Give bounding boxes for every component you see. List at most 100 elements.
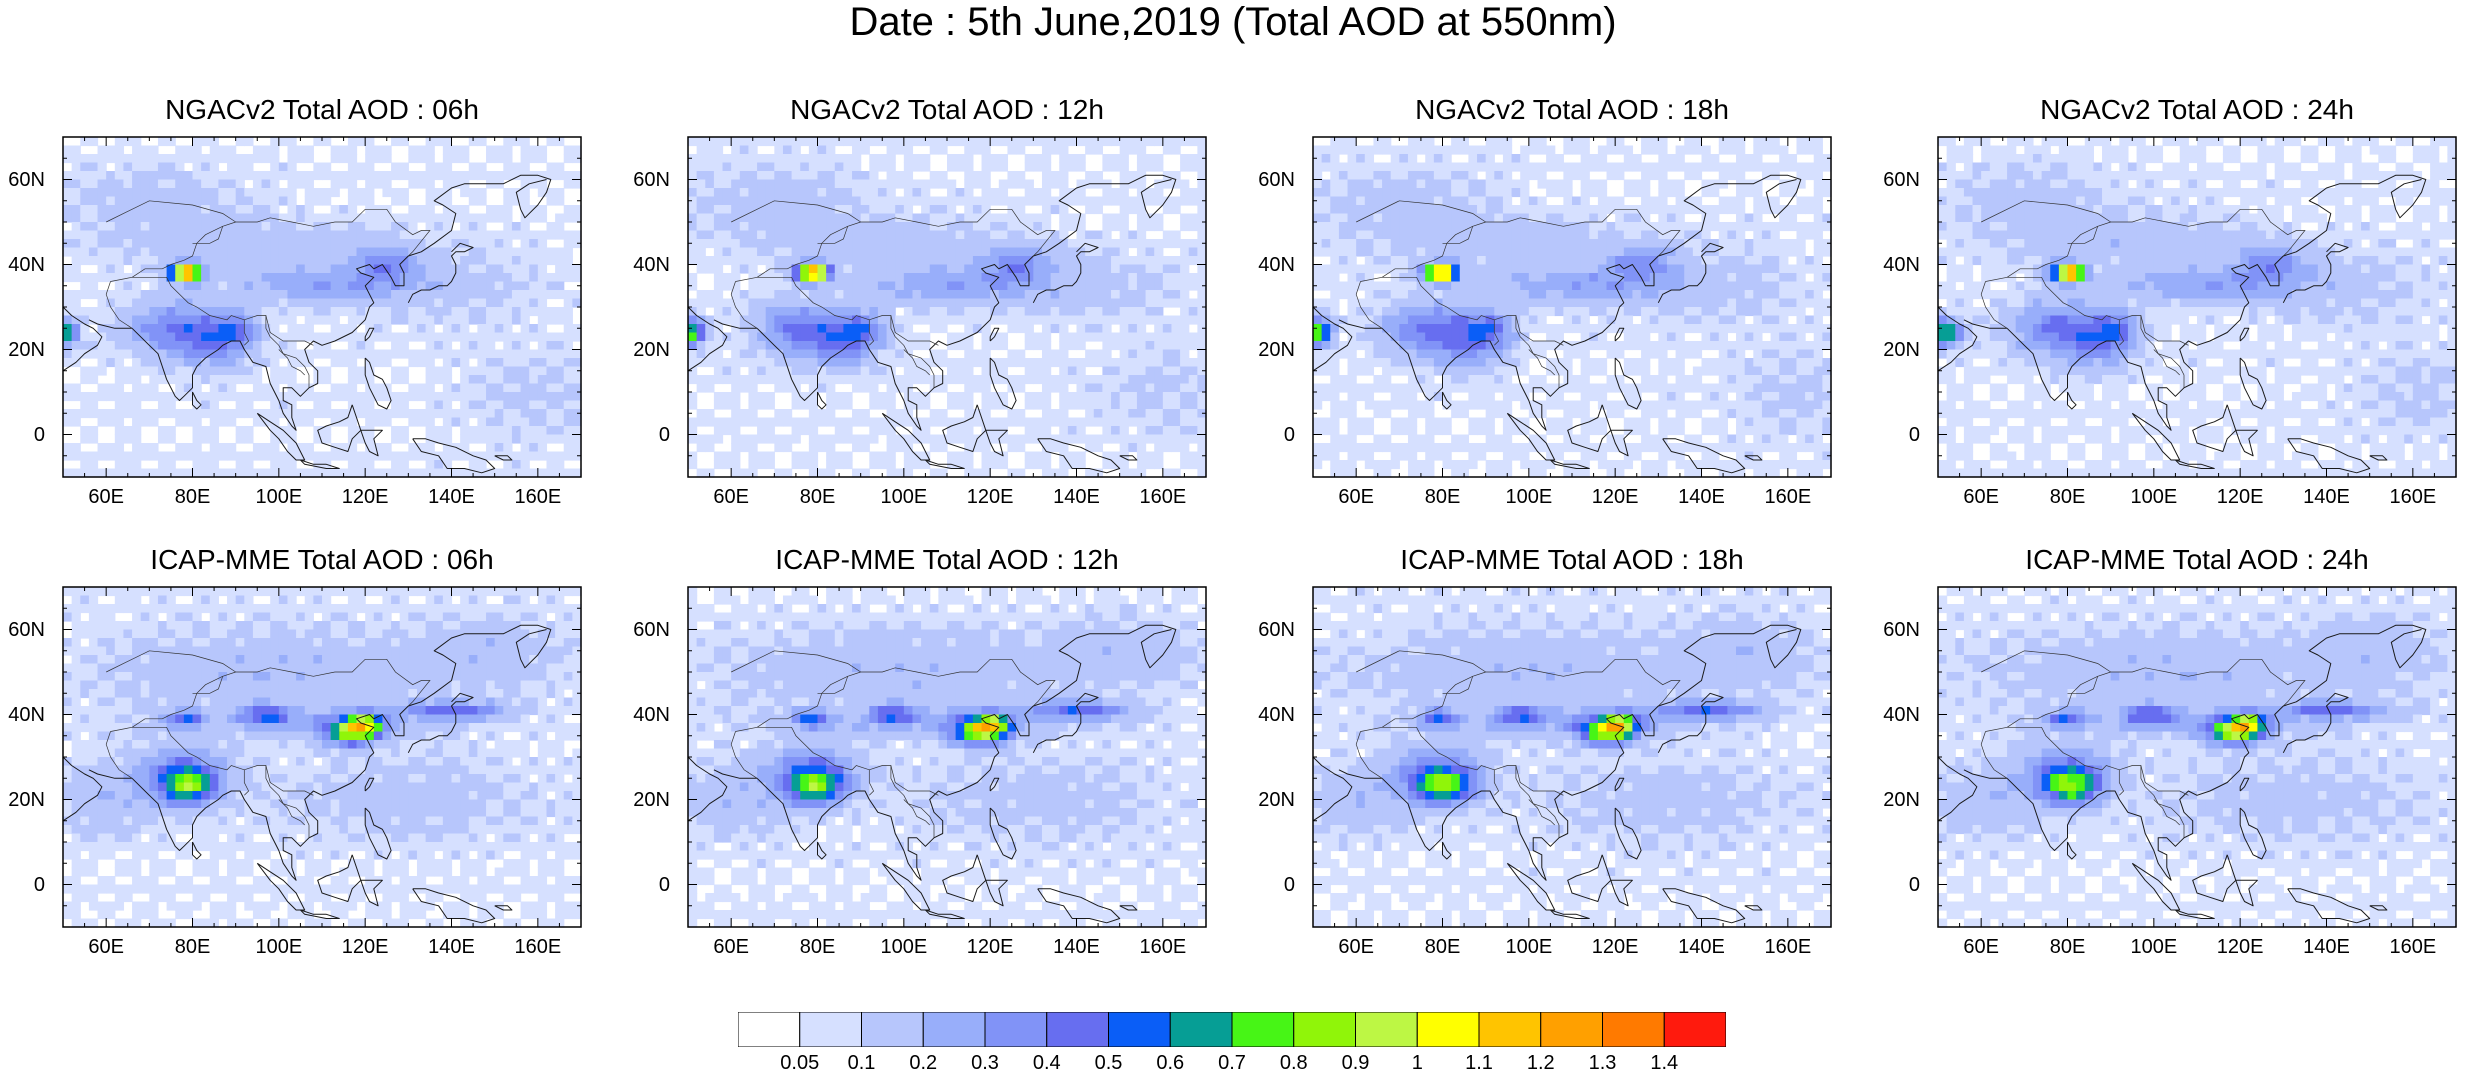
lon-tick-label: 160E [1128,487,1198,507]
lat-tick-label: 0 [0,425,45,445]
lat-tick-label: 60N [0,620,45,640]
lon-tick-label: 120E [955,487,1025,507]
lon-tick-label: 120E [1580,937,1650,957]
aod-field [1938,587,2457,928]
lon-tick-label: 60E [71,937,141,957]
lat-tick-label: 20N [1860,790,1920,810]
lat-tick-label: 60N [0,170,45,190]
lon-tick-label: 60E [1946,937,2016,957]
lon-tick-label: 80E [783,937,853,957]
lon-tick-label: 120E [2205,487,2275,507]
lon-tick-label: 160E [503,487,573,507]
lat-tick-label: 60N [1235,620,1295,640]
lon-tick-label: 160E [1753,937,1823,957]
lon-tick-label: 100E [869,937,939,957]
panel-title: ICAP-MME Total AOD : 24h [1877,544,2466,576]
lon-tick-label: 140E [2292,937,2362,957]
lon-tick-label: 120E [330,487,400,507]
aod-map-icap-mme-24h [1938,587,2456,927]
lat-tick-label: 60N [1860,620,1920,640]
lon-tick-label: 160E [2378,937,2448,957]
lon-tick-label: 60E [696,937,766,957]
lon-tick-label: 140E [2292,487,2362,507]
colorbar-swatch [862,1012,924,1047]
lon-tick-label: 160E [1128,937,1198,957]
lon-tick-label: 120E [330,937,400,957]
lat-tick-label: 20N [1235,790,1295,810]
aod-field [688,137,1207,478]
aod-map-ngacv2-12h [688,137,1206,477]
aod-field [1938,137,2457,478]
lat-tick-label: 20N [610,790,670,810]
panel-title: ICAP-MME Total AOD : 12h [627,544,1267,576]
colorbar-swatch [1232,1012,1294,1047]
colorbar-swatch [1294,1012,1356,1047]
lon-tick-label: 140E [1042,487,1112,507]
aod-map-icap-mme-18h [1313,587,1831,927]
lon-tick-label: 80E [158,937,228,957]
lon-tick-label: 160E [2378,487,2448,507]
lat-tick-label: 60N [610,170,670,190]
lat-tick-label: 0 [1235,425,1295,445]
panel-title: NGACv2 Total AOD : 18h [1252,94,1892,126]
panel-title: NGACv2 Total AOD : 06h [2,94,642,126]
aod-map-ngacv2-24h [1938,137,2456,477]
lat-tick-label: 0 [0,875,45,895]
aod-field [688,587,1207,928]
aod-map-icap-mme-12h [688,587,1206,927]
lat-tick-label: 60N [610,620,670,640]
lat-tick-label: 40N [0,255,45,275]
figure-title: Date : 5th June,2019 (Total AOD at 550nm… [0,0,2466,44]
aod-map-icap-mme-06h [63,587,581,927]
lon-tick-label: 100E [1494,487,1564,507]
panel-title: ICAP-MME Total AOD : 18h [1252,544,1892,576]
colorbar-swatch [1109,1012,1171,1047]
lon-tick-label: 80E [783,487,853,507]
colorbar-swatch [1479,1012,1541,1047]
lon-tick-label: 60E [1946,487,2016,507]
lon-tick-label: 100E [1494,937,1564,957]
aod-map-ngacv2-18h [1313,137,1831,477]
lat-tick-label: 40N [1860,705,1920,725]
lat-tick-label: 0 [610,425,670,445]
colorbar-swatch [1664,1012,1726,1047]
lon-tick-label: 120E [2205,937,2275,957]
lon-tick-label: 60E [1321,937,1391,957]
lon-tick-label: 80E [1408,487,1478,507]
lat-tick-label: 20N [610,340,670,360]
colorbar-swatch [1541,1012,1603,1047]
colorbar-swatch [1047,1012,1109,1047]
panel-title: NGACv2 Total AOD : 24h [1877,94,2466,126]
lon-tick-label: 140E [1667,487,1737,507]
lon-tick-label: 80E [158,487,228,507]
lat-tick-label: 20N [0,790,45,810]
lon-tick-label: 160E [1753,487,1823,507]
lon-tick-label: 120E [955,937,1025,957]
lon-tick-label: 80E [2033,487,2103,507]
aod-field [1313,587,1832,928]
colorbar-swatch [1417,1012,1479,1047]
lon-tick-label: 140E [417,487,487,507]
lon-tick-label: 60E [696,487,766,507]
lat-tick-label: 40N [610,705,670,725]
lon-tick-label: 80E [2033,937,2103,957]
lon-tick-label: 140E [417,937,487,957]
lon-tick-label: 100E [244,487,314,507]
lat-tick-label: 20N [0,340,45,360]
colorbar-swatch [1603,1012,1665,1047]
lon-tick-label: 160E [503,937,573,957]
colorbar-swatch [985,1012,1047,1047]
lon-tick-label: 80E [1408,937,1478,957]
lat-tick-label: 60N [1235,170,1295,190]
aod-field [63,587,582,928]
lat-tick-label: 40N [1235,255,1295,275]
lat-tick-label: 40N [1235,705,1295,725]
colorbar-swatch [738,1012,800,1047]
lon-tick-label: 100E [2119,937,2189,957]
panel-title: ICAP-MME Total AOD : 06h [2,544,642,576]
aod-field [63,137,582,478]
aod-map-ngacv2-06h [63,137,581,477]
lat-tick-label: 20N [1235,340,1295,360]
aod-field [1313,137,1832,478]
colorbar-swatch [800,1012,862,1047]
